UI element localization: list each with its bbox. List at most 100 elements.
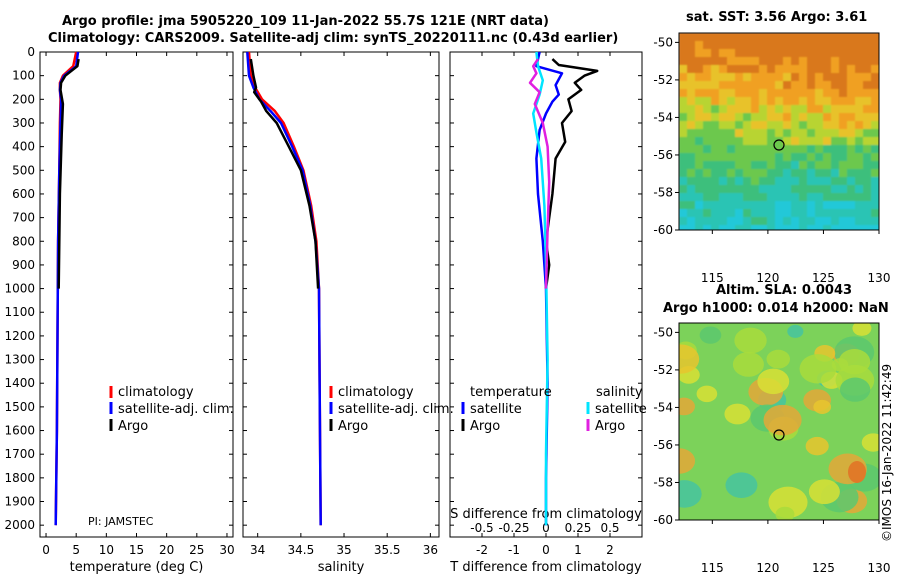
x-tick-label: 20: [159, 543, 174, 557]
heatmap-cell: [695, 137, 704, 146]
heatmap-cell: [799, 217, 808, 226]
heatmap-cell: [703, 217, 712, 226]
heatmap-cell: [735, 161, 744, 170]
heatmap-cell: [815, 113, 824, 122]
heatmap-cell: [855, 113, 864, 122]
sla-anomaly: [799, 354, 837, 384]
heatmap-cell: [815, 145, 824, 154]
heatmap-cell: [767, 217, 776, 226]
heatmap-cell: [735, 201, 744, 210]
series-line-salinity-argo: [528, 58, 551, 289]
heatmap-cell: [839, 65, 848, 74]
heatmap-cell: [847, 89, 856, 98]
heatmap-cell: [695, 41, 704, 50]
y-tick-label: -54: [653, 400, 673, 414]
heatmap-cell: [831, 41, 840, 50]
heatmap-cell: [719, 65, 728, 74]
heatmap-cell: [775, 113, 784, 122]
heatmap-cell: [775, 49, 784, 58]
heatmap-cell: [871, 145, 879, 154]
heatmap-cell: [727, 65, 736, 74]
heatmap-cell: [807, 65, 816, 74]
heatmap-cell: [711, 89, 720, 98]
heatmap-cell: [735, 185, 744, 194]
x-tick-label: 130: [868, 561, 891, 575]
heatmap-cell: [695, 161, 704, 170]
x-tick-label: 0: [542, 543, 550, 557]
heatmap-cell: [791, 33, 800, 42]
heatmap-cell: [791, 129, 800, 138]
heatmap-cell: [735, 121, 744, 130]
sla-map-title: Altim. SLA: 0.0043: [716, 283, 853, 298]
figure-title-line2: Climatology: CARS2009. Satellite-adj cli…: [48, 31, 619, 46]
heatmap-cell: [783, 153, 792, 162]
heatmap-cell: [727, 209, 736, 218]
heatmap-cell: [823, 161, 832, 170]
heatmap-cell: [679, 161, 688, 170]
heatmap-cell: [727, 153, 736, 162]
series-line-climatology: [247, 51, 322, 526]
heatmap-cell: [719, 73, 728, 82]
heatmap-cell: [703, 57, 712, 66]
heatmap-cell: [735, 49, 744, 58]
heatmap-cell: [815, 49, 824, 58]
heatmap-cell: [791, 217, 800, 226]
heatmap-cell: [687, 73, 696, 82]
sla-anomaly: [699, 326, 722, 344]
heatmap-cell: [791, 121, 800, 130]
heatmap-cell: [687, 33, 696, 42]
heatmap-cell: [719, 161, 728, 170]
heatmap-cell: [783, 225, 792, 230]
heatmap-cell: [759, 65, 768, 74]
heatmap-cell: [799, 145, 808, 154]
heatmap-cell: [823, 113, 832, 122]
heatmap-cell: [695, 209, 704, 218]
heatmap-cell: [815, 137, 824, 146]
heatmap-cell: [807, 177, 816, 186]
heatmap-cell: [727, 201, 736, 210]
heatmap-cell: [783, 201, 792, 210]
x-tick-label: 5: [72, 543, 80, 557]
heatmap-cell: [791, 65, 800, 74]
series-line-argo: [57, 58, 80, 289]
heatmap-cell: [823, 49, 832, 58]
heatmap-cell: [735, 105, 744, 114]
heatmap-cell: [783, 97, 792, 106]
heatmap-cell: [839, 185, 848, 194]
heatmap-cell: [831, 217, 840, 226]
heatmap-cell: [831, 185, 840, 194]
heatmap-cell: [871, 57, 879, 66]
heatmap-cell: [871, 129, 879, 138]
heatmap-cell: [783, 81, 792, 90]
heatmap-cell: [799, 65, 808, 74]
heatmap-cell: [847, 185, 856, 194]
heatmap-cell: [679, 185, 688, 194]
y-tick-label: -52: [653, 73, 673, 87]
heatmap-cell: [791, 153, 800, 162]
y-tick-label: 900: [12, 258, 35, 272]
heatmap-cell: [751, 81, 760, 90]
heatmap-cell: [727, 41, 736, 50]
heatmap-cell: [871, 217, 879, 226]
heatmap-cell: [735, 73, 744, 82]
heatmap-cell: [847, 65, 856, 74]
heatmap-cell: [743, 161, 752, 170]
heatmap-cell: [839, 209, 848, 218]
y-tick-label: 1300: [4, 353, 35, 367]
heatmap-cell: [695, 177, 704, 186]
heatmap-cell: [847, 161, 856, 170]
heatmap-cell: [735, 65, 744, 74]
heatmap-cell: [703, 193, 712, 202]
heatmap-cell: [751, 57, 760, 66]
heatmap-cell: [855, 41, 864, 50]
heatmap-cell: [711, 105, 720, 114]
heatmap-cell: [831, 73, 840, 82]
heatmap-cell: [831, 129, 840, 138]
sst-map: 115 120 125 130 -50 -52 -54 -56 -58 -60: [653, 32, 890, 285]
heatmap-cell: [815, 57, 824, 66]
heatmap-cell: [791, 201, 800, 210]
s-tick-label: 0: [542, 521, 550, 535]
heatmap-cell: [711, 153, 720, 162]
heatmap-cell: [719, 145, 728, 154]
heatmap-cell: [687, 153, 696, 162]
